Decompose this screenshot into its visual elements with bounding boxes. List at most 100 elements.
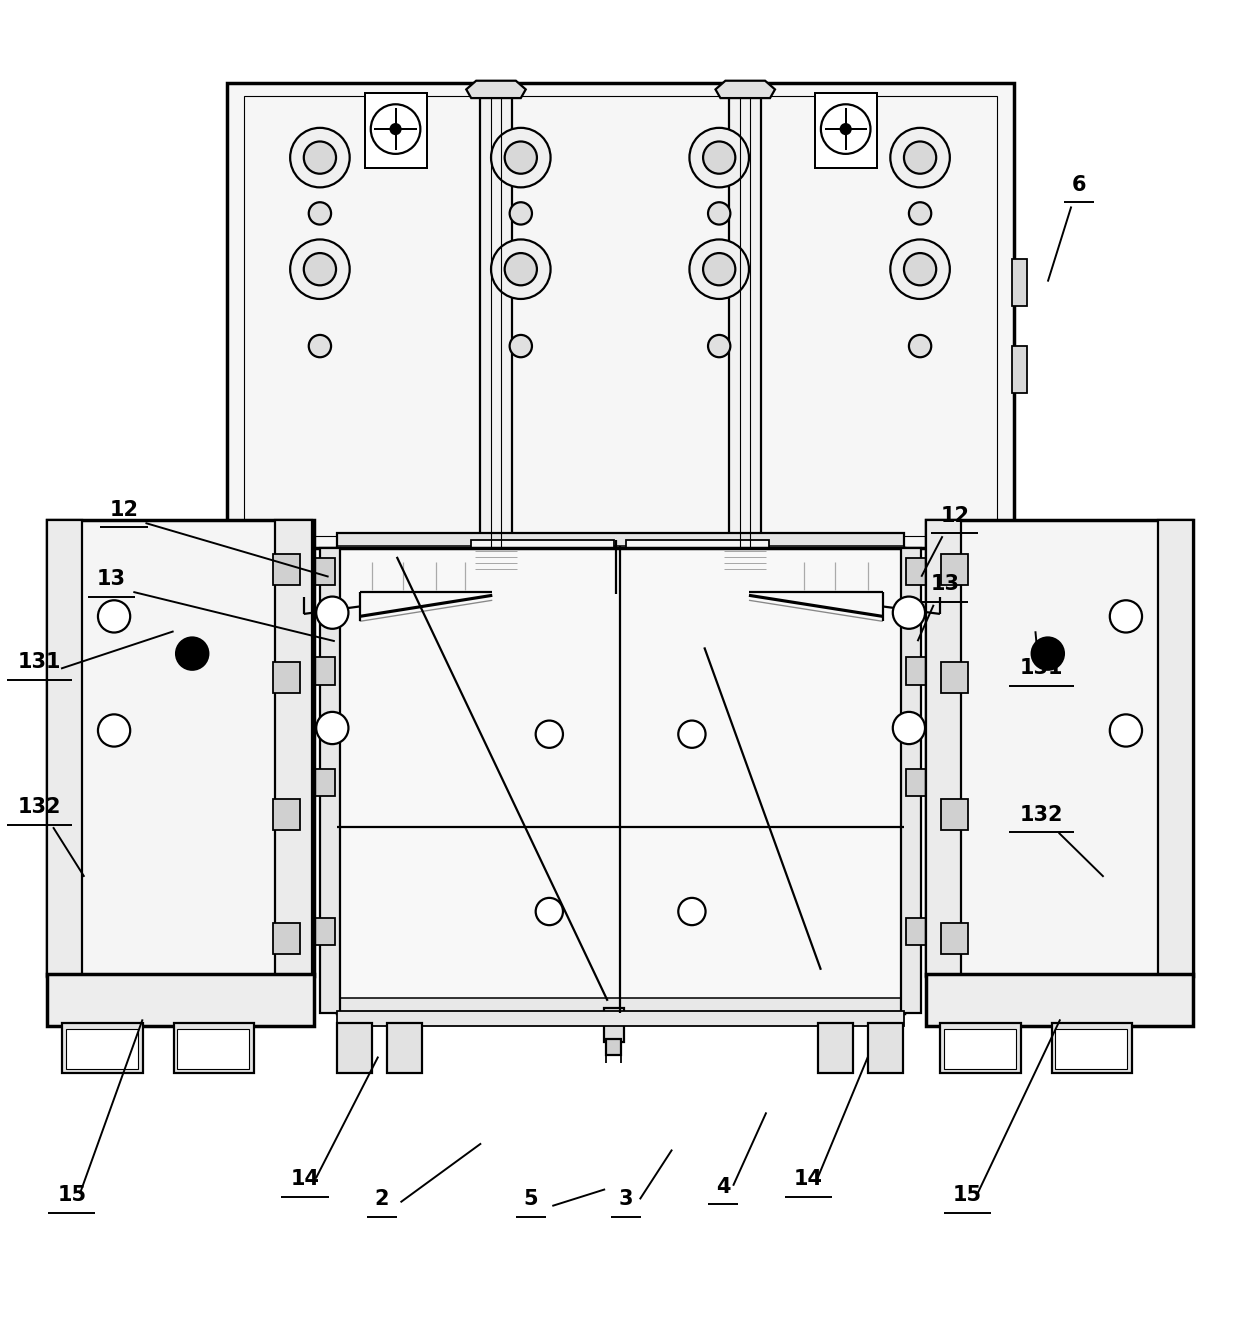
Bar	[62, 1023, 143, 1072]
Bar	[901, 549, 921, 1014]
Bar	[337, 1011, 904, 1026]
Circle shape	[98, 714, 130, 747]
Circle shape	[391, 124, 401, 135]
Text: 13: 13	[97, 569, 126, 589]
Bar	[310, 769, 335, 797]
Circle shape	[1110, 714, 1142, 747]
Circle shape	[290, 240, 350, 298]
Text: 14: 14	[794, 1169, 823, 1189]
Bar	[47, 974, 314, 1026]
Bar	[1055, 1030, 1127, 1070]
Circle shape	[689, 128, 749, 188]
Circle shape	[1110, 601, 1142, 633]
Bar	[244, 96, 997, 535]
Bar	[337, 546, 904, 563]
Circle shape	[491, 128, 551, 188]
Circle shape	[893, 597, 925, 629]
Bar	[626, 539, 769, 594]
Bar	[337, 533, 904, 549]
Bar	[906, 657, 931, 685]
Circle shape	[309, 334, 331, 357]
Circle shape	[708, 202, 730, 225]
Bar	[941, 662, 968, 693]
Circle shape	[904, 141, 936, 173]
Text: 15: 15	[57, 1185, 87, 1205]
Text: 132: 132	[17, 798, 62, 818]
Bar	[940, 1023, 1021, 1072]
Text: 4: 4	[715, 1176, 730, 1196]
Bar	[1158, 519, 1193, 976]
Bar	[365, 93, 427, 168]
Bar	[926, 519, 1193, 976]
Bar	[320, 549, 340, 1014]
Bar	[868, 1023, 903, 1072]
Circle shape	[678, 898, 706, 926]
Bar	[273, 554, 300, 585]
Bar	[1012, 346, 1027, 393]
Circle shape	[678, 721, 706, 747]
Bar	[906, 769, 931, 797]
Bar	[815, 93, 877, 168]
Circle shape	[890, 240, 950, 298]
Bar	[337, 561, 474, 591]
Text: 15: 15	[952, 1185, 982, 1205]
Bar	[604, 1008, 624, 1042]
Bar	[310, 918, 335, 944]
Bar	[944, 1030, 1016, 1070]
Text: 6: 6	[1071, 174, 1086, 194]
Bar	[227, 83, 1014, 549]
Bar	[387, 1023, 422, 1072]
Bar	[728, 571, 763, 601]
Bar	[310, 657, 335, 685]
Circle shape	[176, 638, 208, 670]
Bar	[729, 95, 761, 547]
Circle shape	[316, 711, 348, 745]
Circle shape	[689, 240, 749, 298]
Circle shape	[536, 898, 563, 926]
Bar	[337, 998, 904, 1014]
Bar	[275, 519, 312, 976]
Bar	[66, 1030, 138, 1070]
Circle shape	[304, 141, 336, 173]
Text: 14: 14	[290, 1169, 320, 1189]
Circle shape	[1032, 638, 1064, 670]
Circle shape	[505, 141, 537, 173]
Bar	[1052, 1023, 1132, 1072]
Circle shape	[309, 202, 331, 225]
Circle shape	[491, 240, 551, 298]
Bar	[606, 1039, 621, 1055]
Circle shape	[371, 104, 420, 155]
Bar	[310, 558, 335, 585]
Text: 5: 5	[523, 1189, 538, 1209]
Circle shape	[505, 253, 537, 285]
Circle shape	[316, 597, 348, 629]
Bar	[337, 1023, 372, 1072]
Bar	[479, 571, 513, 601]
Polygon shape	[715, 81, 775, 99]
Circle shape	[98, 601, 130, 633]
Text: 132: 132	[1019, 805, 1064, 825]
Bar	[906, 558, 931, 585]
Circle shape	[890, 128, 950, 188]
Bar	[818, 1023, 853, 1072]
Text: 12: 12	[109, 500, 139, 519]
Circle shape	[703, 253, 735, 285]
Circle shape	[708, 334, 730, 357]
Bar	[480, 95, 512, 547]
Bar	[177, 1030, 249, 1070]
Polygon shape	[466, 81, 526, 99]
Bar	[47, 519, 314, 976]
Bar	[906, 918, 931, 944]
Circle shape	[909, 202, 931, 225]
Bar	[926, 519, 961, 976]
Text: 131: 131	[17, 653, 62, 673]
Circle shape	[893, 711, 925, 745]
Bar	[769, 561, 905, 591]
Text: 13: 13	[930, 574, 960, 594]
Bar	[273, 799, 300, 830]
Bar	[475, 543, 517, 574]
Text: 12: 12	[940, 506, 970, 526]
Bar	[724, 543, 766, 574]
Circle shape	[821, 104, 870, 155]
Bar	[337, 549, 904, 1014]
